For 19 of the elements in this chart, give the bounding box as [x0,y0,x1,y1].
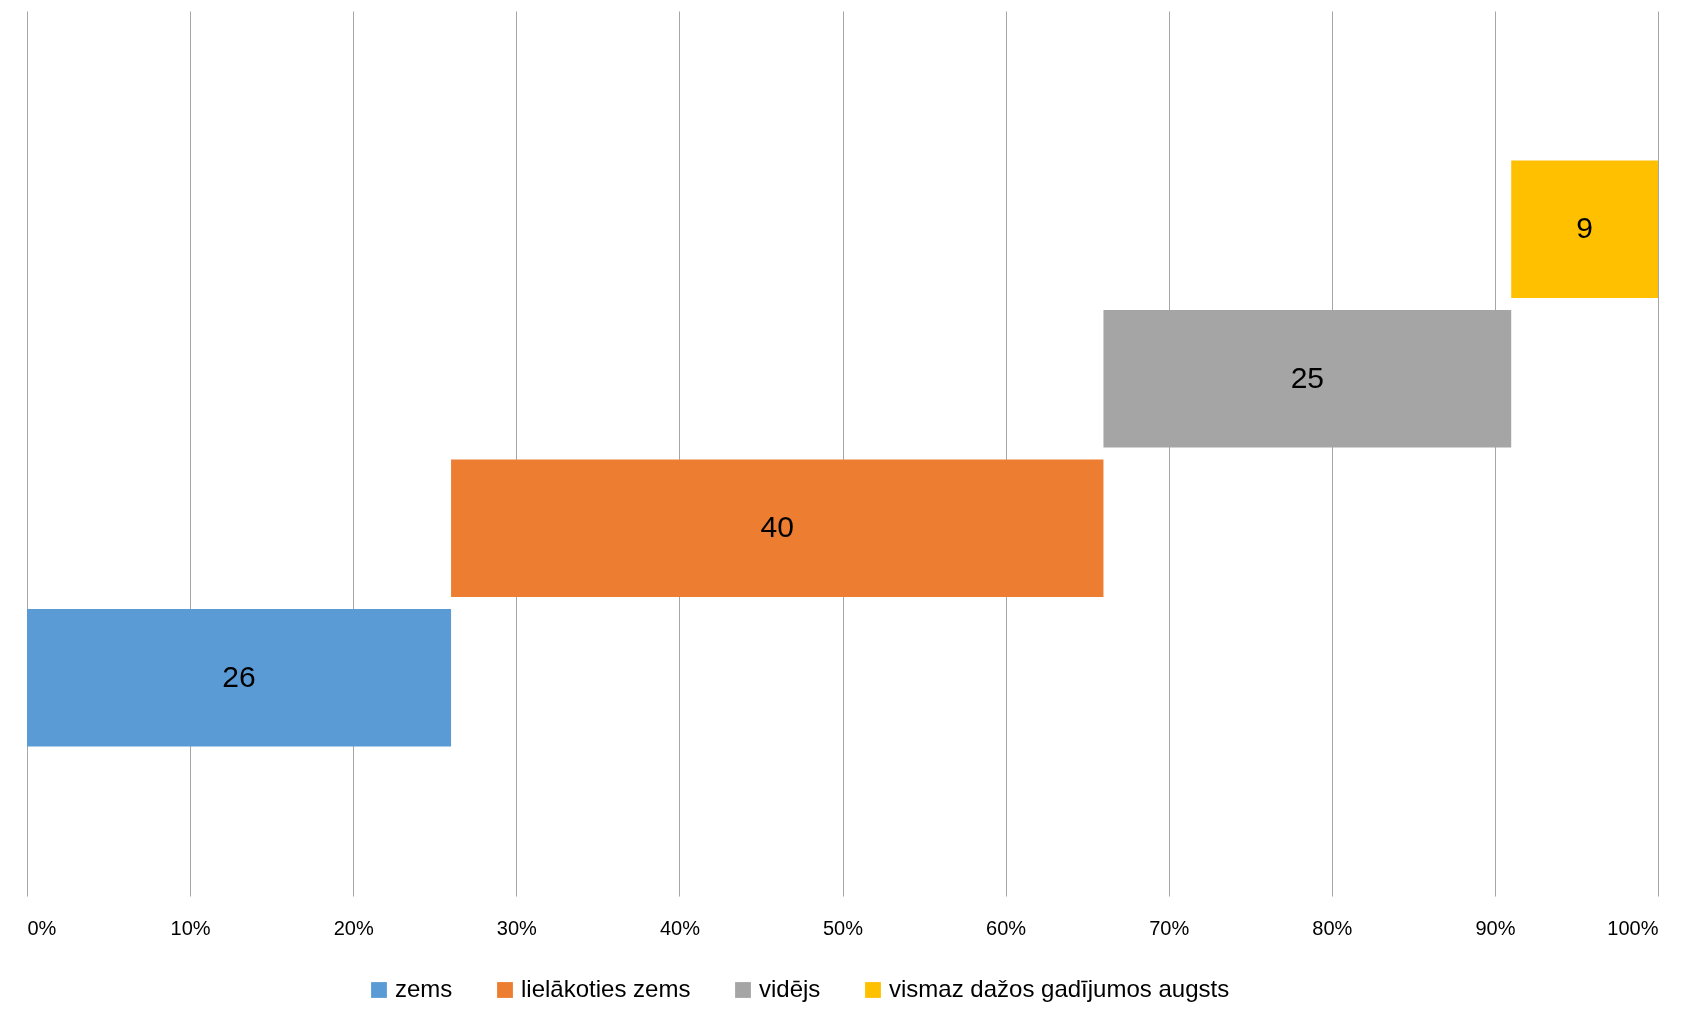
x-tick-label: 10% [170,916,211,939]
x-tick-label: 100% [1607,916,1659,939]
x-tick-label: 0% [27,916,57,939]
x-tick-label: 80% [1312,916,1353,939]
x-tick-label: 40% [659,916,701,939]
x-tick-label: 50% [822,916,864,939]
legend-label: vismaz dažos gadījumos augsts [889,975,1230,1002]
data-label: 26 [222,659,256,693]
data-label: 40 [760,510,794,544]
data-label: 25 [1290,360,1325,394]
x-tick-label: 60% [986,916,1027,939]
x-tick-label: 20% [333,916,374,939]
data-label: 9 [1576,211,1593,245]
x-tick-label: 30% [496,916,538,939]
x-tick-label: 70% [1149,916,1190,939]
legend-label: lielākoties zems [521,975,691,1002]
legend-label: vidējs [759,975,821,1002]
x-tick-label: 90% [1475,916,1516,939]
legend-label: zems [395,975,453,1002]
